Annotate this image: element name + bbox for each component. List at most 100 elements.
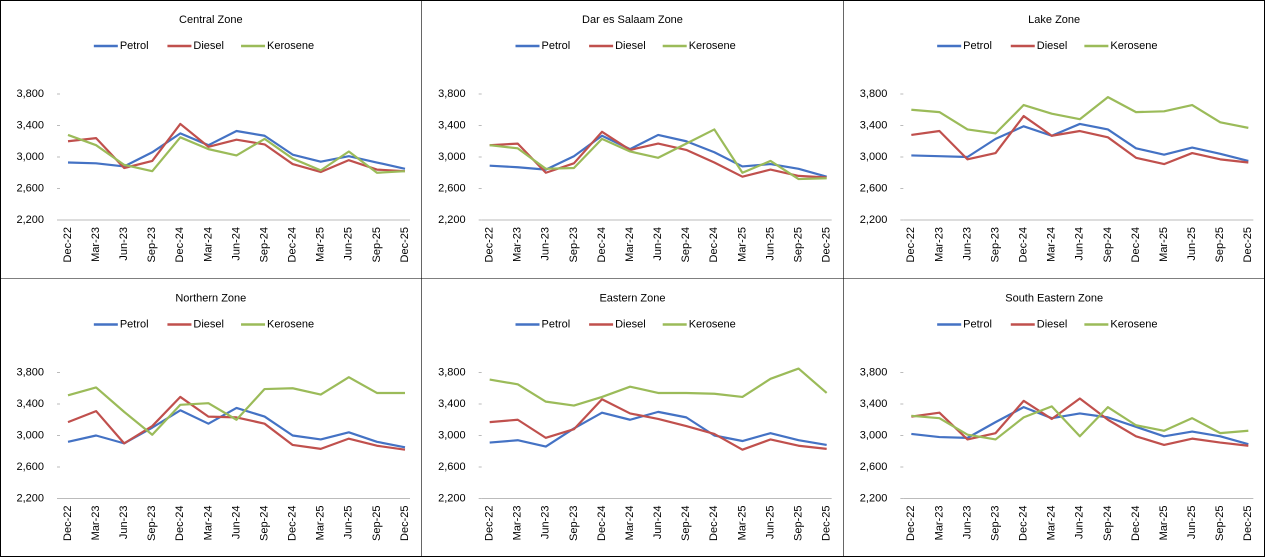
y-tick-label: 3,800 bbox=[860, 88, 888, 100]
x-tick-label: Jun-25 bbox=[764, 506, 776, 540]
x-tick-label: Dec-25 bbox=[399, 227, 411, 262]
y-tick-label: 3,400 bbox=[860, 119, 888, 131]
series-line bbox=[67, 122, 406, 174]
x-tick-label: Mar-24 bbox=[1046, 227, 1058, 262]
x-tick-label: Jun-25 bbox=[343, 227, 355, 261]
y-tick-label: 2,200 bbox=[860, 492, 888, 504]
chart-panel: Dar es Salaam Zone Petrol Diesel Kerosene 2,… bbox=[421, 0, 844, 279]
y-tick-label: 3,000 bbox=[860, 429, 888, 441]
x-tick-label: Dec-25 bbox=[821, 506, 833, 541]
y-tick-label: 2,600 bbox=[438, 461, 466, 473]
series-line bbox=[911, 397, 1249, 447]
legend-label: Diesel bbox=[193, 40, 224, 52]
series-line bbox=[911, 122, 1249, 163]
chart-panel: Lake Zone Petrol Diesel Kerosene 2,200 2,600 3… bbox=[843, 0, 1265, 279]
x-tick-label: Dec-25 bbox=[821, 227, 833, 262]
x-tick-label: Mar-24 bbox=[202, 506, 214, 541]
legend-label: Diesel bbox=[1037, 40, 1068, 52]
x-tick-label: Dec-22 bbox=[62, 227, 74, 262]
x-tick-label: Sep-23 bbox=[146, 506, 158, 541]
x-tick-label: Jun-24 bbox=[1074, 506, 1086, 540]
legend-label: Petrol bbox=[120, 318, 149, 330]
series-line bbox=[489, 410, 827, 448]
x-tick-label: Sep-25 bbox=[792, 227, 804, 262]
y-tick-label: 3,400 bbox=[438, 119, 466, 131]
chart-title: South Eastern Zone bbox=[1005, 292, 1103, 304]
y-tick-label: 2,200 bbox=[16, 214, 44, 226]
y-tick-label: 3,800 bbox=[860, 366, 888, 378]
series-line bbox=[67, 395, 406, 451]
y-tick-label: 2,600 bbox=[16, 182, 44, 194]
y-tick-label: 3,000 bbox=[438, 151, 466, 163]
y-tick-label: 2,200 bbox=[860, 214, 888, 226]
legend-label: Petrol bbox=[963, 318, 992, 330]
legend-label: Petrol bbox=[963, 40, 992, 52]
y-tick-label: 2,600 bbox=[860, 182, 888, 194]
legend-label: Diesel bbox=[1037, 318, 1068, 330]
x-tick-label: Jun-25 bbox=[343, 506, 355, 540]
x-tick-label: Jun-24 bbox=[230, 506, 242, 540]
x-tick-label: Sep-25 bbox=[1214, 227, 1226, 262]
series-line bbox=[489, 367, 828, 407]
series-line bbox=[911, 114, 1249, 166]
x-tick-label: Sep-24 bbox=[680, 506, 692, 541]
x-tick-label: Dec-24 bbox=[1018, 227, 1030, 262]
chart-title: Central Zone bbox=[179, 14, 243, 26]
x-tick-label: Dec-24 bbox=[174, 506, 186, 541]
x-tick-label: Dec-24 bbox=[1130, 506, 1142, 541]
x-tick-label: Mar-24 bbox=[202, 227, 214, 262]
x-tick-label: Dec-24 bbox=[174, 227, 186, 262]
chart-title: Northern Zone bbox=[175, 292, 246, 304]
legend-label: Kerosene bbox=[1110, 40, 1157, 52]
y-tick-label: 3,000 bbox=[16, 429, 44, 441]
series-line bbox=[67, 406, 406, 449]
x-tick-label: Sep-25 bbox=[1214, 506, 1226, 541]
x-tick-label: Jun-23 bbox=[961, 227, 973, 261]
y-tick-label: 3,800 bbox=[16, 366, 44, 378]
y-tick-label: 3,000 bbox=[438, 429, 466, 441]
legend-label: Diesel bbox=[615, 318, 646, 330]
x-tick-label: Mar-23 bbox=[512, 227, 524, 262]
x-tick-label: Mar-24 bbox=[1046, 506, 1058, 541]
x-tick-label: Sep-25 bbox=[371, 506, 383, 541]
legend-label: Kerosene bbox=[1110, 318, 1157, 330]
x-tick-label: Jun-23 bbox=[540, 227, 552, 261]
x-tick-label: Dec-22 bbox=[484, 227, 496, 262]
x-tick-label: Dec-24 bbox=[596, 227, 608, 262]
x-tick-label: Dec-22 bbox=[905, 227, 917, 262]
series-line bbox=[67, 133, 406, 174]
series-line bbox=[911, 406, 1249, 446]
x-tick-label: Mar-24 bbox=[624, 227, 636, 262]
x-tick-label: Jun-24 bbox=[1074, 227, 1086, 261]
series-line bbox=[67, 376, 405, 436]
chart-title: Dar es Salaam Zone bbox=[582, 14, 683, 26]
legend-label: Petrol bbox=[542, 40, 571, 52]
x-tick-label: Dec-24 bbox=[708, 506, 720, 541]
y-tick-label: 2,200 bbox=[438, 214, 466, 226]
x-tick-label: Jun-25 bbox=[1186, 227, 1198, 261]
series-line bbox=[489, 398, 827, 451]
x-tick-label: Sep-24 bbox=[1102, 506, 1114, 541]
x-tick-label: Mar-23 bbox=[933, 227, 945, 262]
y-tick-label: 3,800 bbox=[438, 88, 466, 100]
x-tick-label: Sep-25 bbox=[371, 227, 383, 262]
x-tick-label: Sep-23 bbox=[989, 227, 1001, 262]
y-tick-label: 3,000 bbox=[860, 151, 888, 163]
x-tick-label: Jun-23 bbox=[118, 227, 130, 261]
x-tick-label: Dec-24 bbox=[287, 227, 299, 262]
legend-label: Kerosene bbox=[267, 318, 314, 330]
y-tick-label: 3,800 bbox=[16, 88, 44, 100]
chart-panel: South Eastern Zone Petrol Diesel Kerosene 2,… bbox=[843, 278, 1265, 557]
chart-panel: Northern Zone Petrol Diesel Kerosene 2,200 2,… bbox=[0, 278, 422, 557]
x-tick-label: Dec-24 bbox=[287, 506, 299, 541]
y-tick-label: 3,400 bbox=[16, 119, 44, 131]
x-tick-label: Jun-23 bbox=[961, 506, 973, 540]
x-tick-label: Dec-22 bbox=[62, 506, 74, 541]
x-tick-label: Mar-25 bbox=[315, 227, 327, 262]
x-tick-label: Jun-25 bbox=[764, 227, 776, 261]
chart-title: Lake Zone bbox=[1028, 14, 1080, 26]
x-tick-label: Mar-23 bbox=[90, 227, 102, 262]
x-tick-label: Jun-23 bbox=[118, 506, 130, 540]
x-tick-label: Mar-24 bbox=[624, 506, 636, 541]
legend-label: Kerosene bbox=[689, 40, 736, 52]
